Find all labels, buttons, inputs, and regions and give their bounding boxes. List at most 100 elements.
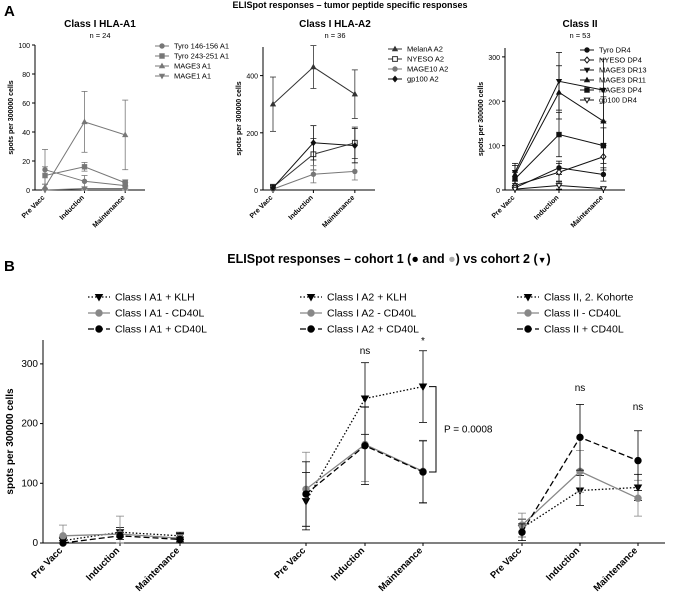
legend-marker xyxy=(584,47,590,53)
panel-b-title-marker3: ▼ xyxy=(538,255,547,265)
series-gp100-dr4 xyxy=(511,181,607,193)
data-point xyxy=(576,433,584,442)
chart-a1: Class I HLA-A1n = 24 0 20 40 60 80 100 spots pe… xyxy=(8,19,229,229)
x-tick-label: Induction xyxy=(329,545,367,583)
legend-marker xyxy=(583,56,591,64)
legend-label: Tyro 146-156 A1 xyxy=(174,42,229,51)
y-tick-label: 400 xyxy=(246,74,258,81)
series-gp100-a2 xyxy=(270,125,358,192)
data-point xyxy=(81,178,88,185)
series-class-i-a2-cd40l xyxy=(302,407,427,527)
x-tick-label: Pre Vacc xyxy=(21,194,47,220)
significance-star: * xyxy=(421,336,425,347)
y-tick-label: 200 xyxy=(488,99,500,106)
chart-title: Class I HLA-A1 xyxy=(64,19,136,30)
data-point xyxy=(600,117,607,124)
data-point xyxy=(176,535,184,544)
data-point xyxy=(511,186,519,193)
legend-marker xyxy=(524,309,532,317)
data-point xyxy=(59,539,67,547)
legend-label: Class II + CD40L xyxy=(544,324,624,336)
series-class-i-a2-cd40l xyxy=(302,406,427,527)
legend-label: Class I A2 - CD40L xyxy=(327,308,416,320)
series-mage1-a1 xyxy=(41,186,129,194)
data-point xyxy=(351,90,358,97)
data-point xyxy=(600,171,607,178)
chart-n-label: n = 24 xyxy=(89,31,110,40)
data-point xyxy=(556,131,562,138)
data-point xyxy=(122,131,129,138)
series-class-ii-cd40l xyxy=(518,450,642,538)
annotations: ns * ns ns P = 0.0008 xyxy=(360,336,643,473)
legend-label: Class I A2 + KLH xyxy=(327,292,407,304)
x-tick-label: Maintenance xyxy=(592,545,640,593)
legend-label: MAGE1 A1 xyxy=(174,72,211,81)
ns-annotation-induction-class2: ns xyxy=(575,383,586,394)
series-tyro-146-156-a1 xyxy=(42,148,129,191)
data-point xyxy=(81,164,88,170)
y-tick-label: 100 xyxy=(488,144,500,151)
data-point xyxy=(270,184,276,192)
data-point xyxy=(634,456,642,465)
legend-label: MAGE3 DR11 xyxy=(599,76,646,85)
panel-b-letter: B xyxy=(4,258,15,275)
y-tick-label: 100 xyxy=(18,43,30,50)
legend-label: Class II, 2. Kohorte xyxy=(544,292,633,304)
series-nyeso-dp4 xyxy=(511,143,607,191)
x-tick-label: Pre Vacc xyxy=(249,194,275,220)
series-line xyxy=(305,385,424,502)
data-point xyxy=(518,528,526,536)
legend-marker xyxy=(583,76,591,83)
legend-marker xyxy=(392,56,398,62)
legend-marker xyxy=(307,309,315,317)
panel-a-letter: A xyxy=(4,3,15,20)
chart-n-label: n = 53 xyxy=(569,31,590,40)
data-point xyxy=(310,63,317,70)
legend-label: MAGE3 DP4 xyxy=(599,86,642,95)
chart-a3: Class IIn = 53 0 100 200 300 spots per 300000… xyxy=(478,19,647,229)
data-point xyxy=(41,187,49,194)
y-axis-label: spots per 300000 cells xyxy=(478,82,485,156)
group-b1: Pre Vacc Induction Maintenance Class I A1 +… xyxy=(29,292,207,594)
legend-label: MAGE3 DR13 xyxy=(599,66,647,75)
data-point xyxy=(269,100,277,107)
data-point xyxy=(600,87,607,94)
legend-marker xyxy=(524,325,532,333)
y-tick-label: 0 xyxy=(496,188,500,195)
series-mage10-a2 xyxy=(270,162,358,192)
legend-marker xyxy=(392,66,398,72)
legend-label: MAGE3 A1 xyxy=(174,62,211,71)
series-class-ii-cd40l xyxy=(518,404,642,542)
x-tick-label: Maintenance xyxy=(92,194,127,229)
legend-marker xyxy=(158,73,166,80)
data-point xyxy=(116,532,124,540)
y-tick-label: 0 xyxy=(26,188,30,195)
data-point xyxy=(361,441,369,450)
data-point xyxy=(634,494,642,502)
panel-a-title: ELISpot responses – tumor peptide specif… xyxy=(232,0,467,10)
legend-label: NYESO A2 xyxy=(407,55,444,64)
legend-label: Class I A1 - CD40L xyxy=(115,308,204,320)
series-nyeso-a2 xyxy=(270,126,358,191)
x-tick-label: Induction xyxy=(84,545,122,583)
chart-b: 0 100 200 300 spots per 300000 cells Pre Vacc… xyxy=(5,292,665,594)
legend-marker xyxy=(94,293,104,302)
data-point xyxy=(59,532,67,540)
legend-label: Class I A1 + KLH xyxy=(115,292,195,304)
legend-marker xyxy=(306,293,316,302)
y-tick-label: 40 xyxy=(22,130,30,137)
y-tick-label: 100 xyxy=(21,478,38,489)
chart-title: Class I HLA-A2 xyxy=(299,19,371,30)
y-tick-label: 80 xyxy=(22,72,30,79)
x-tick-label: Induction xyxy=(533,194,560,221)
data-point xyxy=(351,142,358,150)
chart-n-label: n = 36 xyxy=(324,31,345,40)
significance-bracket xyxy=(429,386,437,473)
ns-annotation-induction-a2: ns xyxy=(360,346,371,357)
data-point xyxy=(352,168,358,175)
data-point xyxy=(418,383,428,392)
data-point xyxy=(81,186,88,192)
